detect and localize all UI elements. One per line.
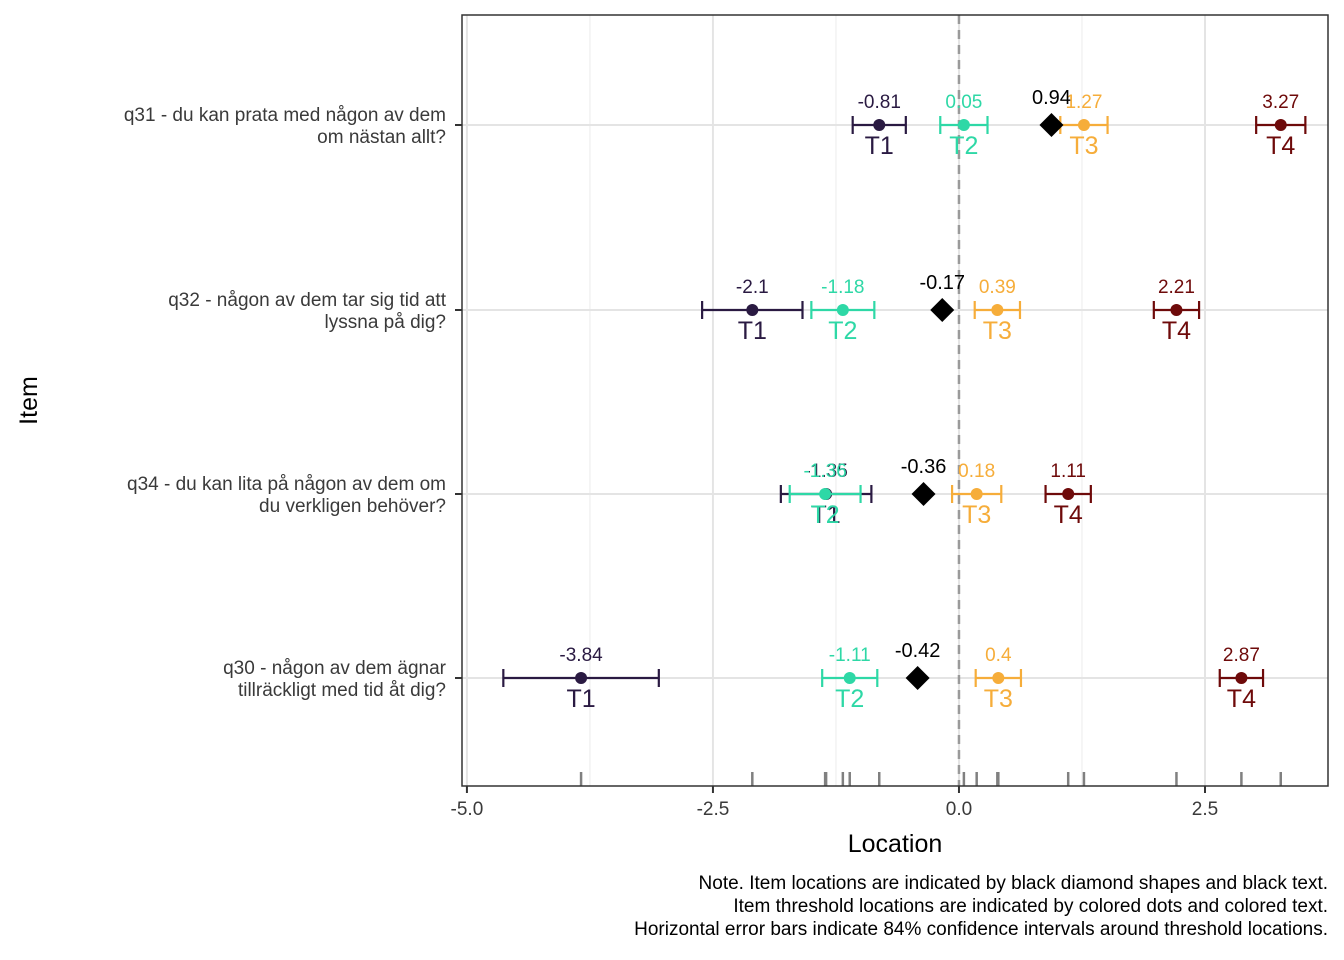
y-axis-title: Item — [15, 376, 43, 425]
threshold-name-label: T3 — [1069, 132, 1098, 160]
y-tick-label-line: q31 - du kan prata med någon av dem — [124, 105, 446, 126]
threshold-dot-T4 — [1062, 488, 1075, 500]
plot-panel — [462, 15, 1328, 786]
y-tick-label-line: du verkligen behöver? — [259, 496, 446, 517]
item-location-diamond — [930, 298, 955, 322]
threshold-dot-T3 — [991, 304, 1004, 316]
item-row-1: -0.81 T1 0.05 T2 1.27 T3 3.27 T4 0.94 — [851, 87, 1307, 160]
item-location-diamond — [1039, 113, 1064, 137]
threshold-dot-T1 — [575, 672, 588, 684]
threshold-value-label: 2.21 — [1158, 277, 1195, 298]
threshold-name-label: T3 — [962, 501, 991, 529]
y-tick-label-line: q30 - någon av dem ägnar — [223, 658, 447, 679]
threshold-name-label: T4 — [1162, 317, 1191, 345]
threshold-dot-T3 — [1077, 119, 1090, 131]
threshold-name-label: T2 — [835, 685, 864, 713]
threshold-value-label: 1.11 — [1050, 461, 1086, 482]
x-tick-label: 2.5 — [1192, 799, 1218, 820]
threshold-value-label: -1.36 — [803, 461, 846, 482]
item-location-diamond — [911, 482, 936, 506]
item-location-label: -0.42 — [895, 640, 941, 662]
threshold-name-label: T1 — [865, 132, 894, 160]
threshold-dot-T3 — [970, 488, 983, 500]
item-location-label: -0.17 — [919, 272, 965, 294]
threshold-value-label: 1.27 — [1065, 92, 1102, 113]
threshold-value-label: -1.35 — [804, 461, 847, 482]
item-row-2: -2.1 T1 -1.18 T2 0.39 T3 2.21 T4 -0.17 — [701, 272, 1201, 345]
threshold-name-label: T1 — [812, 501, 841, 529]
threshold-value-label: 3.27 — [1262, 92, 1299, 113]
threshold-name-label: T2 — [811, 501, 840, 529]
note-line-1: Note. Item locations are indicated by bl… — [698, 873, 1328, 894]
threshold-value-label: -0.81 — [858, 92, 901, 113]
threshold-name-label: T4 — [1054, 501, 1083, 529]
x-tick-label: -2.5 — [697, 799, 730, 820]
threshold-dot-T2 — [843, 672, 856, 684]
threshold-dot-T1 — [873, 119, 886, 131]
rug-ticks — [579, 772, 1283, 786]
y-tick-label-line: lyssna på dig? — [325, 312, 446, 333]
threshold-value-label: -1.18 — [821, 277, 864, 298]
threshold-value-label: -1.11 — [829, 645, 871, 666]
threshold-value-label: -3.84 — [559, 645, 603, 666]
threshold-name-label: T4 — [1227, 685, 1256, 713]
note-line-3: Horizontal error bars indicate 84% confi… — [634, 919, 1328, 940]
item-location-label: -0.36 — [901, 456, 947, 478]
threshold-dot-T4 — [1235, 672, 1248, 684]
threshold-dot-T4 — [1274, 119, 1287, 131]
y-tick-label-line: q34 - du kan lita på någon av dem om — [127, 474, 446, 495]
threshold-name-label: T1 — [738, 317, 767, 345]
y-tick-label: q30 - någon av dem ägnar tillräckligt med… — [223, 658, 447, 701]
threshold-dot-T2 — [819, 488, 832, 500]
threshold-value-label: 2.87 — [1223, 645, 1260, 666]
threshold-value-label: -2.1 — [736, 277, 769, 298]
threshold-dot-T4 — [1170, 304, 1183, 316]
threshold-location-chart: -0.81 T1 0.05 T2 1.27 T3 3.27 T4 0.94 q31 - du ka… — [15, 14, 1329, 858]
threshold-dot-T2 — [836, 304, 849, 316]
plot-border — [461, 14, 1329, 787]
note-line-2: Item threshold locations are indicated b… — [733, 896, 1328, 917]
x-tick-label: 0.0 — [946, 799, 972, 820]
threshold-name-label: T3 — [984, 685, 1013, 713]
threshold-value-label: 0.39 — [979, 277, 1016, 298]
y-tick-label: q32 - någon av dem tar sig tid att lyssna… — [168, 290, 446, 333]
threshold-name-label: T3 — [983, 317, 1012, 345]
threshold-value-label: 0.05 — [945, 92, 982, 113]
item-location-diamond — [905, 666, 930, 690]
threshold-name-label: T4 — [1266, 132, 1295, 160]
y-tick-label-line: tillräckligt med tid åt dig? — [238, 680, 446, 701]
item-row-4: -3.84 T1 -1.11 T2 0.4 T3 2.87 T4 -0.42 — [502, 640, 1265, 713]
x-tick-label: -5.0 — [451, 799, 484, 820]
threshold-dot-T2 — [957, 119, 970, 131]
y-tick-label-line: q32 - någon av dem tar sig tid att — [168, 290, 446, 311]
threshold-dot-T1 — [746, 304, 759, 316]
chart-note: Note. Item locations are indicated by bl… — [634, 872, 1328, 941]
threshold-name-label: T2 — [828, 317, 857, 345]
threshold-name-label: T1 — [566, 685, 595, 713]
threshold-name-label: T2 — [949, 132, 978, 160]
y-tick-label: q34 - du kan lita på någon av dem om du v… — [127, 474, 446, 517]
y-tick-label-line: om nästan allt? — [317, 127, 446, 148]
item-location-label: 0.94 — [1032, 87, 1071, 109]
threshold-dot-T3 — [992, 672, 1005, 684]
x-axis-title: Location — [848, 830, 943, 858]
item-row-3: -1.35 T1 -1.36 T2 0.18 T3 1.11 T4 -0.36 — [779, 456, 1092, 529]
y-tick-label: q31 - du kan prata med någon av dem om nä… — [124, 105, 446, 148]
threshold-value-label: 0.18 — [958, 461, 995, 482]
threshold-value-label: 0.4 — [985, 645, 1012, 666]
